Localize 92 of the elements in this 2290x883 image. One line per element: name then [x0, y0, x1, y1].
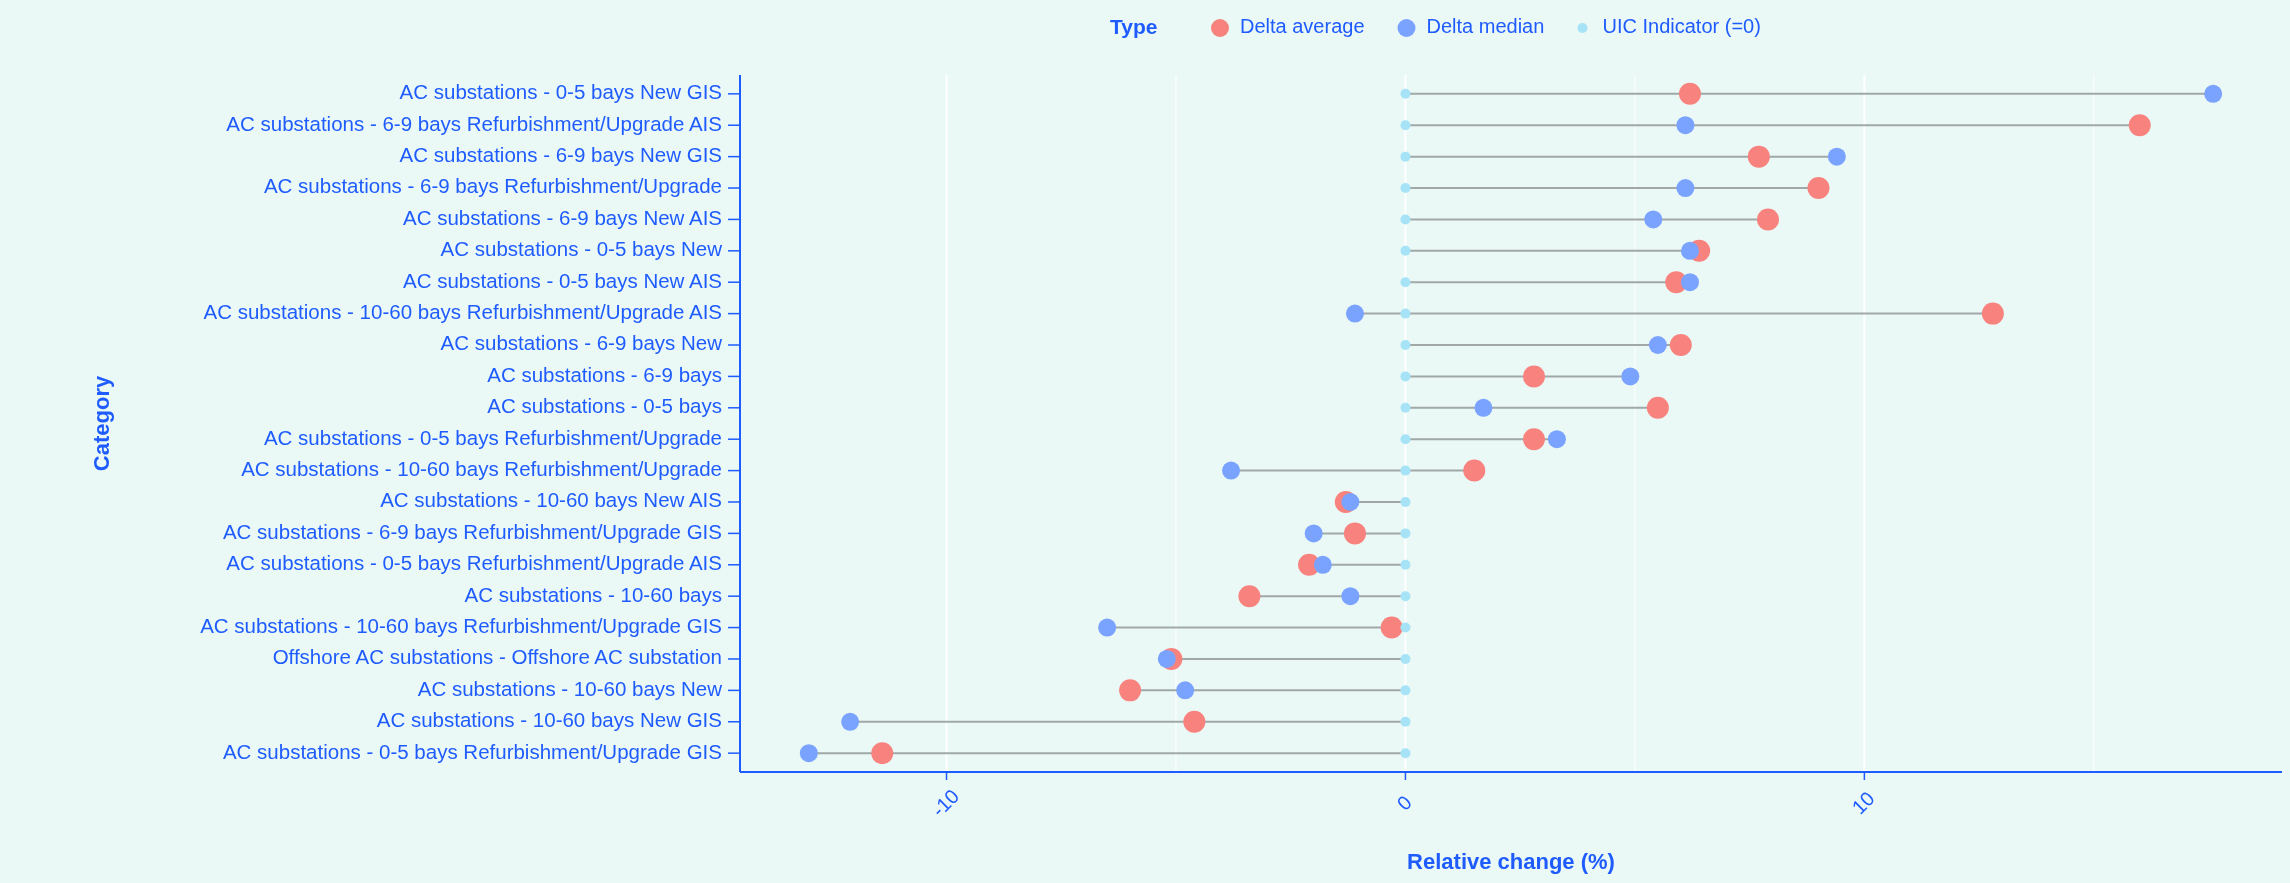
point: [1474, 398, 1493, 417]
point: [1648, 336, 1667, 355]
y-tick-label: AC substations - 0-5 bays: [487, 394, 722, 418]
point: [1400, 591, 1411, 602]
point: [1757, 208, 1779, 231]
y-tick-label: AC substations - 0-5 bays New AIS: [402, 268, 722, 292]
point: [1676, 116, 1695, 135]
y-tick-label: AC substations - 0-5 bays Refurbishment/Upgrade AIS: [226, 551, 722, 575]
point: [1400, 716, 1411, 727]
point: [1621, 367, 1640, 386]
x-tick-label: -10: [927, 784, 964, 821]
point: [1669, 334, 1692, 357]
point: [1827, 147, 1846, 166]
point: [1400, 371, 1411, 382]
y-axis-title: Category: [89, 375, 115, 472]
point: [1400, 653, 1411, 664]
point: [1400, 245, 1411, 256]
point: [1400, 308, 1411, 319]
y-tick-label: AC substations - 6-9 bays: [487, 362, 722, 386]
y-tick-label: AC substations - 0-5 bays Refurbishment/Upgrade GIS: [222, 739, 722, 763]
point: [1807, 177, 1830, 200]
legend-label: UIC Indicator (=0): [1602, 15, 1761, 38]
point: [1380, 616, 1403, 639]
point: [1183, 710, 1206, 733]
point: [1400, 214, 1411, 225]
legend-label: Delta average: [1240, 15, 1365, 38]
point: [1678, 82, 1701, 105]
point: [1222, 461, 1241, 480]
y-tick-label: AC substations - 6-9 bays Refurbishment/Upgrade GIS: [222, 519, 722, 543]
point: [1400, 748, 1411, 759]
y-tick-label: AC substations - 6-9 bays Refurbishment/Upgrade AIS: [226, 111, 722, 135]
point: [1400, 559, 1411, 570]
point: [1522, 428, 1545, 451]
y-tick-label: AC substations - 10-60 bays Refurbishment/Upgrade: [241, 457, 722, 481]
point: [1400, 277, 1411, 288]
y-tick-label: AC substations - 0-5 bays New GIS: [399, 80, 722, 104]
point: [1400, 685, 1411, 696]
point: [1463, 459, 1486, 482]
y-tick-label: AC substations - 10-60 bays Refurbishment/Upgrade GIS: [200, 614, 722, 637]
y-tick-label: AC substations - 0-5 bays New: [440, 237, 723, 261]
point: [1400, 402, 1411, 413]
point: [841, 712, 860, 731]
point: [1157, 649, 1176, 668]
y-tick-label: AC substations - 6-9 bays Refurbishment/Upgrade: [263, 174, 722, 198]
point: [1400, 496, 1411, 507]
y-tick-label: AC substations - 6-9 bays New AIS: [402, 205, 722, 229]
point: [1341, 587, 1360, 606]
y-tick-label: AC substations - 10-60 bays Refurbishment/Upgrade AIS: [203, 300, 722, 324]
point: [2204, 84, 2223, 103]
point: [1400, 88, 1411, 99]
point: [1646, 396, 1669, 419]
point: [1343, 522, 1366, 545]
point: [1313, 555, 1332, 574]
point: [1522, 365, 1545, 388]
point: [1680, 241, 1699, 260]
point: [799, 744, 818, 763]
point: [1341, 492, 1360, 511]
point: [1981, 302, 2004, 325]
point: [1676, 179, 1695, 198]
point: [1176, 681, 1195, 700]
y-tick-label: AC substations - 10-60 bays New: [417, 676, 723, 700]
point: [1680, 273, 1699, 292]
point: [1400, 151, 1411, 162]
x-tick-label: 10: [1847, 787, 1879, 819]
point: [1400, 528, 1411, 539]
point: [871, 742, 894, 765]
point: [1345, 304, 1364, 323]
point: [1400, 622, 1411, 633]
point: [1547, 430, 1566, 449]
point: [1400, 120, 1411, 131]
point: [1119, 679, 1142, 702]
point: [1747, 145, 1770, 168]
y-tick-label: AC substations - 6-9 bays New GIS: [399, 143, 722, 167]
legend-title: Type: [1110, 14, 1158, 38]
legend-label: Delta median: [1426, 15, 1545, 38]
point: [1400, 183, 1411, 194]
x-axis-title: Relative change (%): [1407, 849, 1615, 874]
y-tick-label: AC substations - 0-5 bays Refurbishment/Upgrade: [263, 425, 722, 449]
point: [1644, 210, 1663, 229]
point: [1400, 340, 1411, 351]
y-tick-label: AC substations - 10-60 bays: [464, 582, 722, 606]
point: [1238, 585, 1261, 608]
point: [1304, 524, 1323, 543]
y-tick-label: AC substations - 10-60 bays New AIS: [380, 488, 722, 512]
point: [2128, 114, 2151, 137]
y-tick-label: AC substations - 6-9 bays New: [440, 331, 723, 355]
point: [1400, 434, 1411, 445]
point: [1098, 618, 1117, 637]
y-tick-label: Offshore AC substations - Offshore AC substation: [272, 645, 722, 669]
point: [1400, 465, 1411, 476]
x-tick-label: 0: [1392, 791, 1416, 815]
y-tick-label: AC substations - 10-60 bays New GIS: [376, 708, 722, 732]
